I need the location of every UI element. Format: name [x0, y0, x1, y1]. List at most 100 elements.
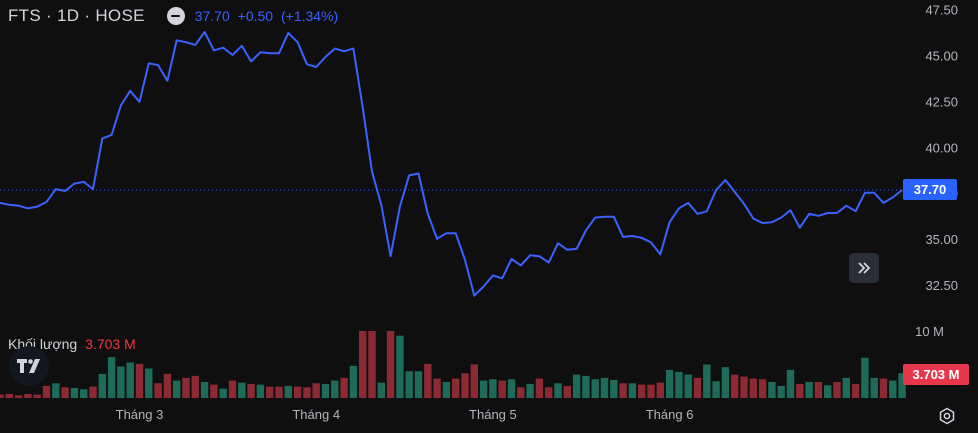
time-tick-label: Tháng 6: [646, 407, 694, 422]
volume-bar: [647, 384, 655, 398]
volume-bar: [228, 380, 237, 398]
volume-bar: [433, 378, 441, 398]
volume-bar: [814, 381, 823, 398]
scroll-to-realtime-button[interactable]: [849, 253, 879, 283]
volume-bar: [173, 380, 181, 398]
volume-bar: [498, 380, 506, 398]
volume-bar: [777, 385, 785, 398]
volume-bar: [526, 383, 534, 398]
last-volume-badge: 3.703 M: [903, 364, 969, 385]
volume-bar: [312, 383, 320, 398]
price-tick-label: 47.50: [925, 3, 958, 18]
volume-bar: [126, 362, 134, 398]
volume-bar: [721, 367, 730, 398]
volume-bar: [861, 357, 869, 398]
price-tick-label: 40.00: [925, 140, 958, 155]
volume-tick-label: 10 M: [915, 324, 944, 339]
volume-bar: [749, 378, 757, 398]
tradingview-logo[interactable]: [9, 346, 49, 386]
volume-bar: [545, 387, 553, 398]
volume-bar: [768, 381, 776, 398]
volume-bar: [554, 383, 562, 398]
volume-bar: [219, 388, 227, 398]
volume-bar: [675, 371, 683, 398]
volume-bar: [256, 384, 265, 398]
volume-bar: [80, 389, 88, 398]
volume-bar: [210, 384, 218, 398]
volume-bar: [582, 375, 590, 398]
time-tick-label: Tháng 5: [469, 407, 517, 422]
volume-bar: [889, 380, 897, 398]
volume-value: 3.703 M: [85, 336, 136, 352]
price-tick-label: 42.50: [925, 94, 958, 109]
collapse-legend-icon[interactable]: [166, 7, 185, 25]
time-tick-label: Tháng 3: [116, 407, 164, 422]
volume-bar: [712, 381, 720, 398]
symbol-title[interactable]: FTS · 1D · HOSE: [8, 6, 145, 25]
volume-bar: [870, 377, 878, 398]
volume-bar: [0, 394, 4, 398]
volume-bar: [396, 335, 404, 398]
volume-bar: [805, 381, 813, 398]
volume-bar: [70, 387, 79, 398]
volume-bar: [42, 385, 51, 398]
volume-bar: [638, 384, 646, 398]
volume-bar: [182, 377, 190, 398]
volume-bar: [796, 383, 804, 398]
volume-bar: [731, 374, 739, 398]
volume-axis: 10 M: [915, 324, 944, 339]
volume-bar: [656, 382, 664, 398]
volume-bar: [572, 374, 581, 398]
volume-bar: [405, 371, 413, 398]
volume-bar: [321, 383, 330, 398]
scroll-to-realtime-icon: [858, 262, 871, 274]
volume-bar: [507, 379, 516, 398]
volume-bar: [628, 383, 637, 398]
last-price-badge: 37.70: [903, 179, 957, 200]
volume-bar: [135, 363, 144, 398]
volume-bar: [833, 381, 841, 398]
volume-bar: [452, 378, 460, 398]
volume-bar: [758, 379, 767, 398]
volume-bar: [89, 386, 97, 398]
volume-bar: [693, 377, 702, 398]
volume-bar: [331, 380, 339, 398]
volume-bar: [591, 379, 599, 398]
volume-bar: [461, 373, 469, 398]
chart-settings-button[interactable]: [936, 405, 958, 427]
volume-bar: [414, 371, 423, 398]
quote-values: 37.70 +0.50 (+1.34%): [195, 8, 342, 24]
volume-bar: [563, 385, 571, 398]
volume-bar: [610, 379, 618, 398]
volume-bar: [703, 364, 711, 398]
volume-bar: [24, 393, 32, 398]
price-change: +0.50: [237, 8, 274, 24]
volume-bar: [98, 373, 106, 398]
chart-legend: FTS · 1D · HOSE 37.70 +0.50 (+1.34%): [8, 6, 342, 26]
volume-bar: [665, 369, 674, 398]
volume-bar: [619, 383, 627, 398]
volume-bar: [247, 383, 255, 398]
volume-bar: [824, 385, 832, 398]
volume-bar: [200, 381, 209, 398]
volume-bar: [386, 331, 395, 398]
volume-bar: [107, 357, 116, 398]
volume-bar: [163, 373, 172, 398]
volume-bar: [377, 382, 385, 398]
time-tick-label: Tháng 4: [292, 407, 340, 422]
volume-bar: [14, 395, 23, 398]
volume-bar: [517, 387, 525, 398]
volume-bar: [5, 393, 13, 398]
volume-bar: [898, 373, 906, 398]
price-change-percent: (+1.34%): [281, 8, 339, 24]
time-axis: Tháng 3 Tháng 4 Tháng 5 Tháng 6: [116, 407, 694, 422]
price-tick-label: 32.50: [925, 278, 958, 293]
volume-bar: [684, 374, 692, 398]
volume-bar: [489, 379, 497, 398]
price-line: [0, 31, 903, 297]
volume-bar: [535, 378, 544, 398]
volume-bar: [879, 378, 888, 398]
volume-bar: [842, 377, 850, 398]
